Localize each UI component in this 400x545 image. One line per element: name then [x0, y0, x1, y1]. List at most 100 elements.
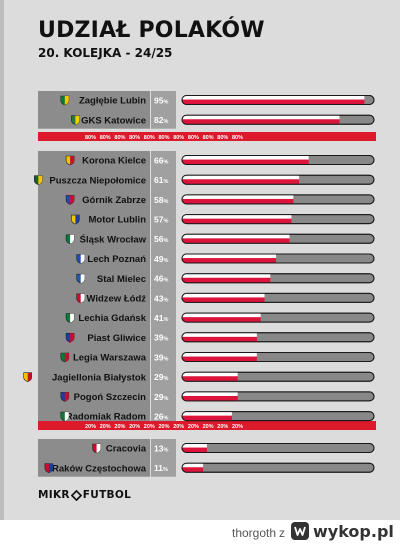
team-name: Stal Mielec — [97, 274, 146, 285]
bar-outline — [181, 411, 375, 422]
brand-diamond-icon — [70, 489, 82, 501]
bar-outline — [181, 233, 375, 244]
bar-outline — [181, 194, 375, 205]
bar-highlight — [182, 391, 238, 396]
team-name: Korona Kielce — [82, 156, 146, 167]
bar-outline — [181, 462, 375, 473]
bar-outline — [181, 292, 375, 303]
poster: UDZIAŁ POLAKÓW 20. KOLEJKA - 24/25 80% 80… — [0, 0, 400, 520]
crest-gornik-icon — [65, 195, 75, 205]
team-name: Motor Lublin — [88, 215, 146, 226]
bar-track — [181, 443, 375, 453]
percent-column-bg — [151, 151, 176, 426]
value-label: 26% — [154, 412, 168, 422]
separator-label: 80% — [129, 135, 140, 141]
team-name: Legia Warszawa — [73, 353, 147, 364]
value-label: 56% — [154, 234, 168, 244]
crest-pogon-icon — [60, 392, 70, 402]
crest-slask-icon — [65, 234, 75, 245]
separator-label: 20% — [114, 424, 125, 430]
value-label: 39% — [154, 333, 168, 343]
value-label: 11% — [154, 463, 168, 473]
bar-highlight — [182, 411, 232, 416]
bar — [182, 273, 271, 283]
bar-outline — [181, 214, 375, 225]
separator-label: 20% — [203, 424, 214, 430]
crest-lechia-icon — [65, 313, 75, 323]
frame-edge — [0, 0, 4, 520]
bar-highlight — [182, 443, 207, 448]
bar — [182, 115, 340, 125]
bar-highlight — [182, 293, 265, 298]
crest-cracovia-icon — [92, 443, 101, 454]
value-label: 29% — [154, 372, 168, 382]
separator-label: 80% — [144, 135, 155, 141]
team-name: Zagłębie Lubin — [79, 96, 146, 107]
bar — [182, 214, 292, 224]
bar — [182, 372, 238, 382]
separator-label: 20% — [159, 424, 170, 430]
team-name: Lech Poznań — [87, 254, 146, 265]
footer-bar — [0, 520, 400, 545]
team-name: Piast Gliwice — [87, 333, 146, 344]
bar-highlight — [182, 95, 365, 100]
separator-label: 20% — [100, 424, 111, 430]
team-name: Widzew Łódź — [86, 294, 146, 305]
crest-lech-icon — [76, 254, 85, 264]
separator-label: 20% — [144, 424, 155, 430]
crest-gks-icon — [71, 115, 80, 126]
footer-username[interactable]: thorgoth — [232, 526, 277, 540]
brand-logo: MIKR FUTBOL — [38, 489, 131, 501]
crest-stal-icon — [76, 273, 85, 284]
value-label: 39% — [154, 352, 168, 362]
separator-label: 80% — [85, 135, 96, 141]
crest-legia-icon — [60, 352, 70, 363]
bar-outline — [181, 95, 375, 105]
team-name: Cracovia — [106, 444, 147, 455]
value-label: 66% — [154, 155, 168, 165]
bar-highlight — [182, 155, 309, 160]
separator-label: 20% — [85, 424, 96, 430]
bar-highlight — [182, 332, 257, 337]
wykop-logo[interactable]: wykop.pl — [290, 521, 394, 541]
bar-highlight — [182, 372, 238, 377]
bar-outline — [181, 352, 375, 362]
bar — [182, 443, 207, 453]
bar-outline — [181, 391, 375, 402]
bar-outline — [181, 174, 375, 185]
bar — [182, 194, 294, 204]
bar-highlight — [182, 115, 340, 120]
value-label: 58% — [154, 195, 168, 205]
separator-label: 80% — [188, 135, 199, 141]
bar-highlight — [182, 214, 292, 219]
bar — [182, 332, 257, 342]
crest-korona-icon — [65, 155, 75, 166]
separator-label: 80% — [232, 135, 243, 141]
wykop-icon — [291, 522, 309, 540]
brand-left: MIKR — [38, 489, 70, 501]
separator-label: 80% — [217, 135, 228, 141]
crest-piast-icon — [65, 333, 75, 343]
separator-label: 20% — [188, 424, 199, 430]
bar-outline — [181, 371, 375, 382]
value-label: 57% — [154, 215, 168, 225]
bar-track — [181, 462, 375, 473]
value-label: 82% — [154, 115, 168, 125]
bar — [182, 254, 277, 263]
team-name: Jagiellonia Białystok — [52, 372, 147, 383]
value-label: 43% — [154, 293, 168, 303]
bar-highlight — [182, 194, 294, 199]
bar-outline — [181, 155, 375, 165]
value-label: 13% — [154, 443, 168, 453]
crest-rakow-icon — [44, 463, 54, 474]
bar — [182, 293, 265, 303]
wykop-site-label: wykop.pl — [313, 521, 394, 541]
brand-right: FUTBOL — [82, 489, 132, 501]
value-label: 41% — [154, 313, 168, 323]
bar — [182, 95, 365, 105]
team-name: Górnik Zabrze — [82, 195, 146, 206]
value-label: 95% — [154, 95, 168, 105]
bar-outline — [181, 114, 375, 125]
team-name: Pogoń Szczecin — [74, 392, 147, 403]
threshold-separator — [38, 421, 376, 430]
